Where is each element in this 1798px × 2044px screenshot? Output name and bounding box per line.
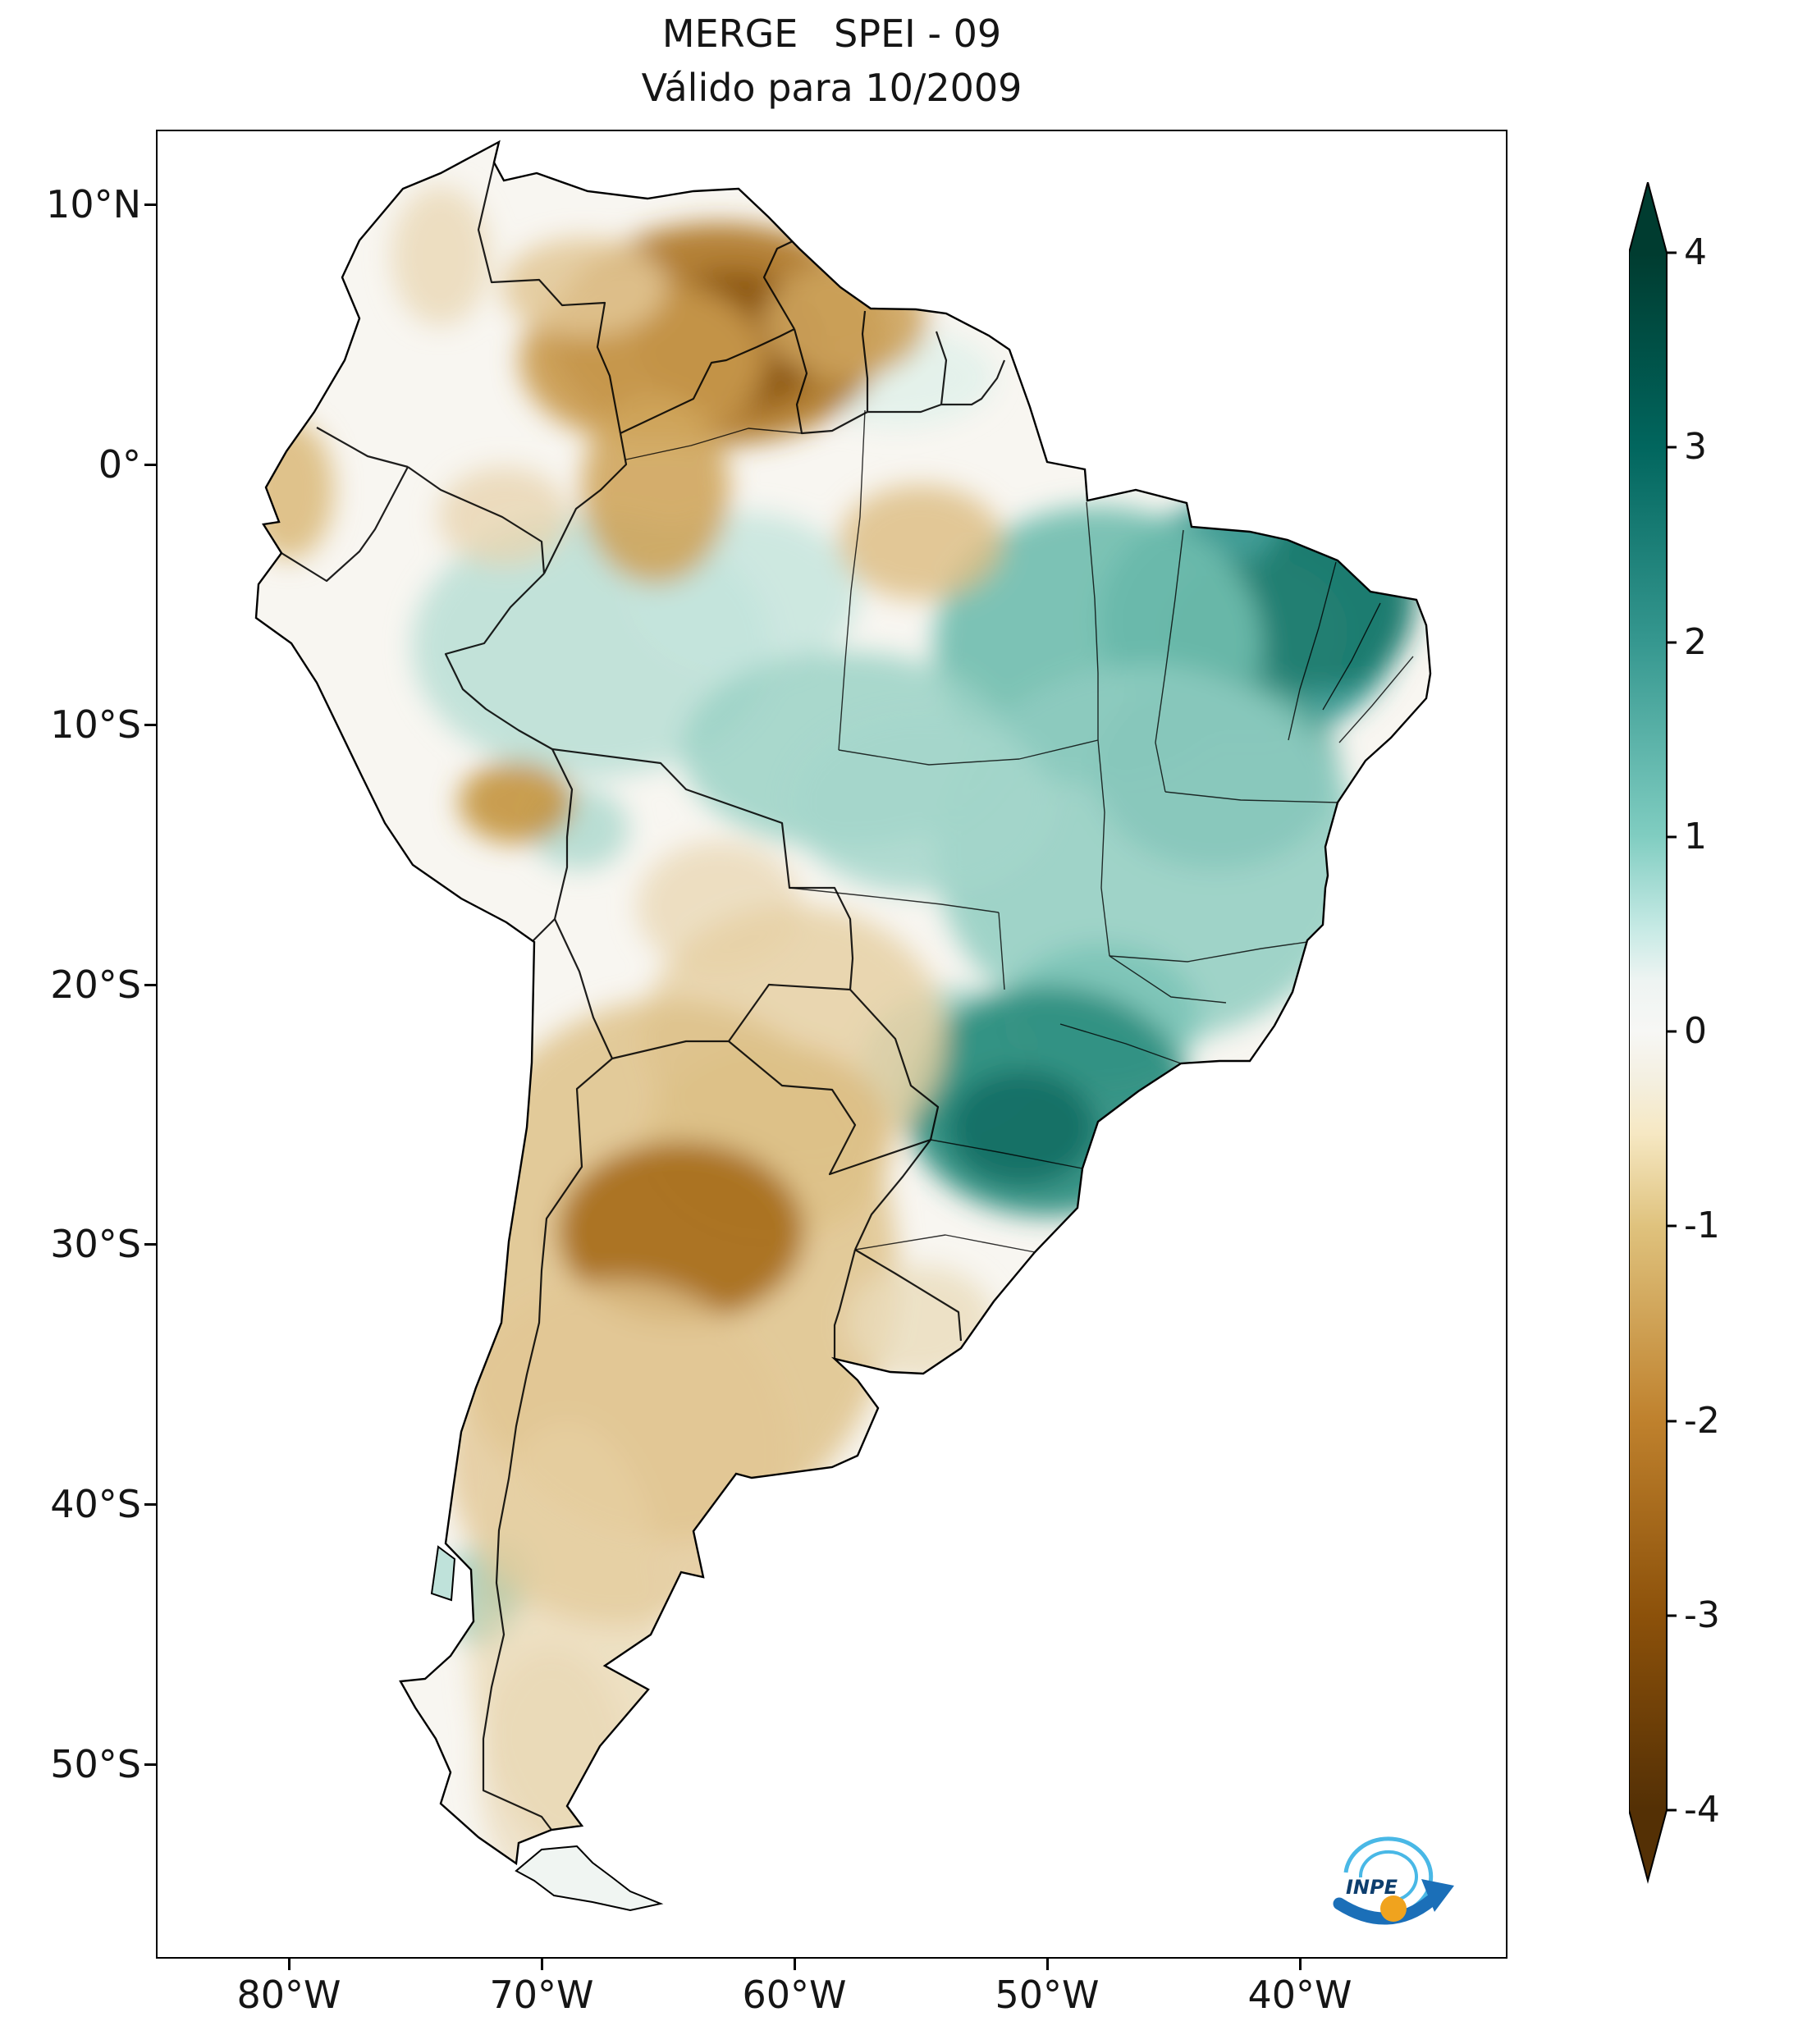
ytick-mark xyxy=(144,1503,156,1506)
country-borders xyxy=(281,162,1006,1831)
logo-inner-swirl-icon xyxy=(1358,1850,1418,1902)
cbar-label-m4: -4 xyxy=(1684,1789,1720,1831)
cbar-label-m3: -3 xyxy=(1684,1594,1720,1636)
xtick-80w: 80°W xyxy=(236,1973,341,2017)
ytick-30s: 30°S xyxy=(50,1222,141,1266)
map-svg: INPE xyxy=(254,140,1454,1925)
state-borders xyxy=(625,409,1414,1253)
xtick-60w: 60°W xyxy=(742,1973,847,2017)
cbar-label-m1: -1 xyxy=(1684,1205,1720,1246)
logo-orange-dot-icon xyxy=(1380,1895,1407,1922)
ytick-10s: 10°S xyxy=(50,702,141,747)
cbar-label-2: 2 xyxy=(1684,621,1707,663)
ytick-mark xyxy=(144,984,156,986)
colorbar-svg xyxy=(1628,179,1677,1884)
tierra-del-fuego-island xyxy=(515,1845,664,1912)
colorbar-tick-marks xyxy=(1667,251,1677,1812)
xtick-mark xyxy=(1046,1959,1049,1970)
cbar-label-1: 1 xyxy=(1684,816,1707,857)
xtick-mark xyxy=(1299,1959,1302,1970)
ytick-20s: 20°S xyxy=(50,963,141,1007)
inpe-logo: INPE xyxy=(1333,1836,1454,1925)
cbar-label-m2: -2 xyxy=(1684,1400,1720,1442)
ytick-mark xyxy=(144,464,156,466)
ytick-50s: 50°S xyxy=(50,1742,141,1786)
ytick-mark xyxy=(144,724,156,726)
xtick-mark xyxy=(794,1959,796,1970)
chiloe-island xyxy=(430,1545,456,1602)
xtick-70w: 70°W xyxy=(489,1973,594,2017)
ytick-mark xyxy=(144,203,156,206)
colorbar-gradient-bar xyxy=(1628,179,1668,1884)
figure-title: MERGE SPEI - 09 xyxy=(661,11,1002,56)
logo-text: INPE xyxy=(1346,1876,1398,1899)
cbar-label-0: 0 xyxy=(1684,1010,1707,1052)
ytick-10n: 10°N xyxy=(46,182,141,226)
figure-subtitle: Válido para 10/2009 xyxy=(641,66,1023,110)
logo-arrowhead-icon xyxy=(1421,1879,1454,1912)
spei-field xyxy=(256,186,1416,1863)
xtick-50w: 50°W xyxy=(995,1973,1100,2017)
xtick-mark xyxy=(541,1959,543,1970)
ytick-0: 0° xyxy=(98,442,141,487)
colorbar xyxy=(1628,179,1727,1897)
xtick-40w: 40°W xyxy=(1247,1973,1352,2017)
cbar-label-4: 4 xyxy=(1684,231,1707,273)
xtick-mark xyxy=(288,1959,291,1970)
ytick-mark xyxy=(144,1763,156,1766)
ytick-40s: 40°S xyxy=(50,1482,141,1526)
ytick-mark xyxy=(144,1243,156,1246)
cbar-label-3: 3 xyxy=(1684,426,1707,468)
map-panel: INPE xyxy=(156,130,1507,1959)
